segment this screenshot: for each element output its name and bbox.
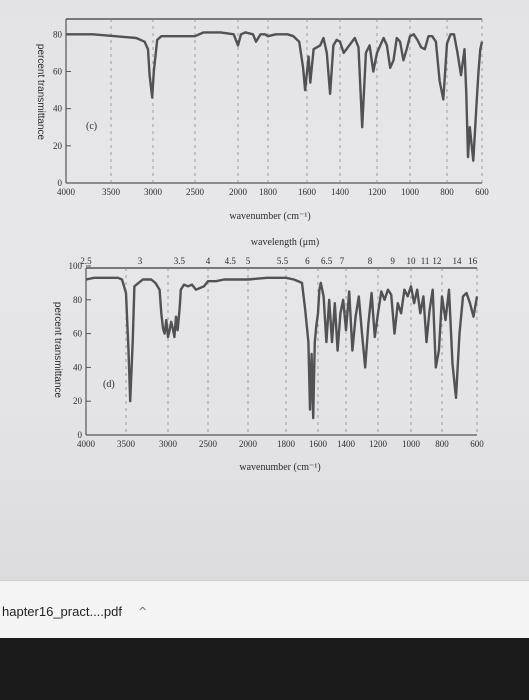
y-tick-label: 40 <box>53 104 63 114</box>
x-axis-title-c: wavenumber (cm⁻¹) <box>229 211 310 222</box>
x-tick-label: 4000 <box>77 439 96 449</box>
spectrum-line-d <box>85 276 479 420</box>
x-tick-label: 3500 <box>102 187 121 197</box>
y-tick-label: 60 <box>53 66 63 76</box>
y-axis-title-c: percent transmittance <box>35 44 46 141</box>
x-axis-title-d: wavenumber (cm⁻¹) <box>239 462 320 473</box>
x-tick-label: 3000 <box>159 439 178 449</box>
x-tick-label: 1400 <box>331 187 350 197</box>
x-tick-label: 2500 <box>186 187 205 197</box>
y-tick-label: 0 <box>78 430 83 440</box>
y-tick-label: 20 <box>53 141 63 151</box>
x-tick-label: 3500 <box>117 439 136 449</box>
wavelength-tick-label: 8 <box>368 256 373 266</box>
wavelength-tick-label: 4 <box>206 256 211 266</box>
panel-label-d: (d) <box>103 379 115 390</box>
wavelength-tick-label: 2.5 <box>80 256 92 266</box>
x-tick-label: 2500 <box>199 439 218 449</box>
y-tick-label: 80 <box>73 295 83 305</box>
x-tick-label: 1400 <box>337 439 356 449</box>
x-tick-label: 2000 <box>239 439 258 449</box>
y-tick-label: 40 <box>73 362 83 372</box>
wavelength-tick-label: 5 <box>246 256 251 266</box>
wavelength-tick-label: 9 <box>390 256 395 266</box>
x-tick-label: 1600 <box>309 439 328 449</box>
y-tick-label: 60 <box>73 329 83 339</box>
x-tick-label: 600 <box>470 439 484 449</box>
download-item[interactable]: hapter16_pract....pdf ^ <box>0 599 147 623</box>
desk-surface <box>0 638 529 700</box>
x-tick-label: 1200 <box>368 187 387 197</box>
wavelength-axis-title-d: wavelength (μm) <box>251 237 319 248</box>
spectrum-line-c <box>66 31 484 162</box>
photographed-page: percent transmittance 0 20 40 60 80 4000 3500… <box>0 0 529 580</box>
download-filename[interactable]: hapter16_pract....pdf <box>2 603 122 619</box>
x-tick-label: 800 <box>435 439 449 449</box>
wavelength-tick-label: 5.5 <box>277 256 289 266</box>
wavelength-tick-label: 10 <box>407 256 417 266</box>
panel-label-c: (c) <box>86 121 97 132</box>
y-tick-label: 100 <box>69 261 83 271</box>
x-tick-label: 1000 <box>401 187 420 197</box>
wavelength-tick-label: 11 <box>421 256 430 266</box>
x-tick-label: 1600 <box>298 187 317 197</box>
wavelength-tick-label: 7 <box>340 256 345 266</box>
chevron-up-icon[interactable]: ^ <box>137 604 148 618</box>
wavelength-tick-label: 12 <box>432 256 441 266</box>
x-tick-label: 4000 <box>57 187 76 197</box>
wavelength-tick-label: 6 <box>305 256 310 266</box>
wavelength-tick-label: 3 <box>138 256 143 266</box>
ir-spectrum-c: percent transmittance 0 20 40 60 80 4000 3500… <box>35 18 489 222</box>
y-axis-title-d: percent transmittance <box>52 302 63 399</box>
wavelength-tick-label: 6.5 <box>321 256 333 266</box>
x-tick-label: 600 <box>475 187 489 197</box>
wavelength-tick-label: 14 <box>453 256 463 266</box>
wavelength-tick-label: 16 <box>468 256 478 266</box>
x-tick-label: 3000 <box>144 187 163 197</box>
wavelength-tick-label: 3.5 <box>174 256 186 266</box>
y-tick-label: 0 <box>58 178 63 188</box>
y-tick-label: 80 <box>53 29 63 39</box>
x-tick-label: 1800 <box>277 439 296 449</box>
x-tick-label: 1000 <box>402 439 421 449</box>
x-tick-label: 800 <box>440 187 454 197</box>
y-tick-label: 20 <box>73 396 83 406</box>
x-tick-label: 1800 <box>259 187 278 197</box>
x-tick-label: 1200 <box>369 439 388 449</box>
wavelength-tick-label: 4.5 <box>225 256 237 266</box>
ir-spectrum-d: percent transmittance wavelength (μm) 2.… <box>52 237 484 473</box>
x-tick-label: 2000 <box>229 187 248 197</box>
download-bar: hapter16_pract....pdf ^ <box>0 580 529 639</box>
